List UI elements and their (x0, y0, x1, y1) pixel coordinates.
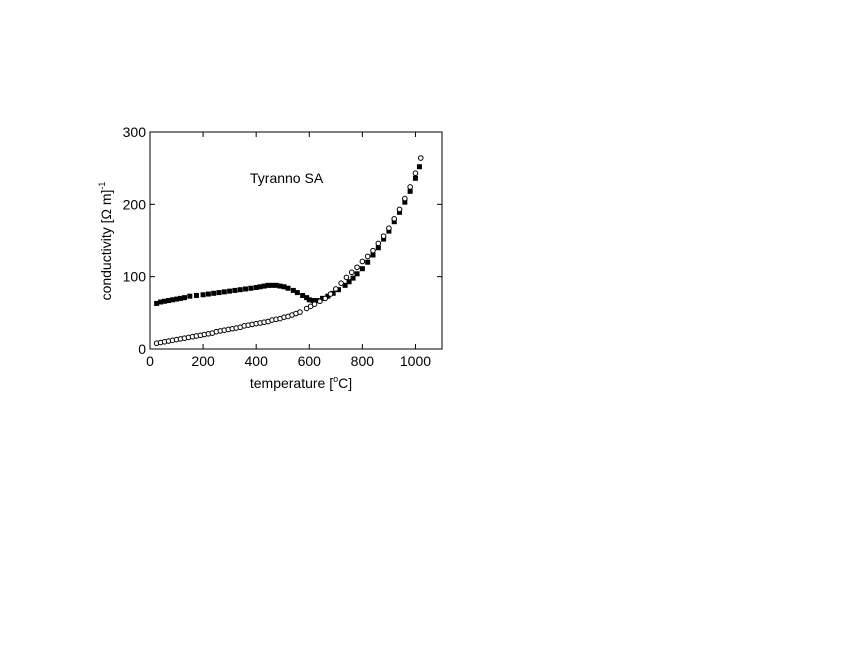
data-point-square (375, 245, 381, 251)
data-point-square (232, 287, 238, 293)
open-circle-series (153, 155, 424, 347)
data-point-square (342, 282, 348, 288)
data-point-circle (407, 184, 413, 190)
data-point-circle (354, 264, 360, 271)
data-point-square (354, 271, 360, 277)
x-tick-label: 1000 (400, 353, 431, 369)
data-point-square (261, 283, 267, 289)
data-point-square (162, 298, 168, 304)
data-point-square (227, 288, 233, 294)
data-point-circle (364, 253, 371, 260)
data-point-square (237, 287, 243, 293)
data-point-square (178, 295, 184, 301)
data-point-square (306, 297, 312, 303)
y-axis-label-text: conductivity [Ω m] (98, 190, 114, 301)
data-point-circle (297, 309, 303, 315)
data-point-square (407, 188, 413, 194)
data-point-circle (370, 247, 376, 254)
data-point-circle (391, 216, 398, 222)
data-point-circle (396, 206, 403, 213)
y-axis-label: conductivity [Ω m]-1 (97, 182, 114, 301)
data-point-square (166, 298, 172, 304)
data-point-square (248, 285, 254, 291)
data-point-circle (402, 195, 408, 202)
data-point-square (294, 290, 300, 296)
y-tick-label: 300 (123, 124, 147, 140)
x-axis-label-tail: C] (338, 375, 352, 391)
data-point-square (290, 287, 296, 293)
data-point-square (273, 282, 279, 288)
data-point-square (281, 284, 287, 290)
data-point-square (304, 295, 310, 301)
data-point-square (243, 286, 249, 292)
x-axis-label-superscript: o (333, 374, 338, 384)
data-point-square (265, 282, 271, 288)
data-point-square (416, 164, 422, 170)
data-point-square (216, 290, 222, 296)
x-axis-label-text: temperature [ (250, 375, 333, 391)
data-point-circle (412, 170, 419, 177)
data-point-square (257, 284, 263, 290)
data-point-square (211, 290, 217, 296)
x-axis-label: temperature [oC] (250, 374, 352, 391)
data-point-square (365, 259, 371, 265)
data-point-square (346, 279, 352, 285)
data-point-square (277, 283, 283, 289)
data-point-square (269, 282, 275, 288)
y-axis-label-superscript: -1 (97, 182, 107, 190)
data-point-square (402, 199, 408, 205)
data-point-circle (327, 291, 334, 297)
data-point-circle (386, 225, 392, 232)
y-tick-label: 200 (123, 196, 147, 212)
y-tick-label: 100 (123, 269, 147, 285)
data-point-square (370, 252, 376, 258)
data-point-square (205, 291, 211, 297)
data-point-circle (380, 233, 387, 239)
data-point-circle (311, 301, 318, 307)
data-point-square (285, 285, 291, 291)
data-point-square (397, 209, 403, 215)
data-point-square (182, 295, 188, 301)
data-point-square (187, 293, 193, 299)
data-point-square (174, 296, 180, 302)
tick-labels: 0 200 400 600 800 1000 0 100 200 300 (123, 124, 432, 369)
data-point-square (221, 289, 227, 295)
data-point-circle (333, 286, 339, 292)
x-tick-label: 0 (146, 353, 154, 369)
x-tick-label: 200 (191, 353, 215, 369)
data-point-square (310, 298, 316, 304)
data-point-square (325, 293, 331, 299)
x-tick-label: 800 (351, 353, 375, 369)
data-point-square (200, 292, 206, 298)
x-tick-label: 600 (298, 353, 322, 369)
plot-frame (149, 131, 443, 350)
data-point-square (170, 297, 176, 303)
x-tick-label: 400 (245, 353, 269, 369)
data-point-square (158, 299, 164, 305)
data-point-circle (417, 155, 424, 161)
data-point-circle (322, 295, 329, 302)
data-point-circle (359, 258, 366, 265)
filled-square-series (154, 164, 422, 306)
data-point-square (253, 285, 259, 291)
data-point-square (412, 175, 418, 181)
data-point-circle (338, 280, 344, 286)
data-point-circle (317, 298, 323, 305)
data-point-square (193, 292, 199, 298)
data-point-square (391, 219, 397, 225)
data-point-square (154, 300, 160, 306)
axis-ticks (149, 131, 442, 350)
chart-annotation: Tyranno SA (250, 170, 324, 186)
data-point-square (386, 228, 392, 234)
data-point-square (359, 266, 365, 272)
data-point-circle (348, 269, 355, 276)
data-point-circle (343, 274, 350, 281)
data-point-circle (375, 240, 382, 247)
data-point-square (350, 275, 356, 281)
y-tick-label: 0 (138, 341, 146, 357)
data-point-square (381, 236, 387, 242)
data-point-square (300, 292, 306, 298)
